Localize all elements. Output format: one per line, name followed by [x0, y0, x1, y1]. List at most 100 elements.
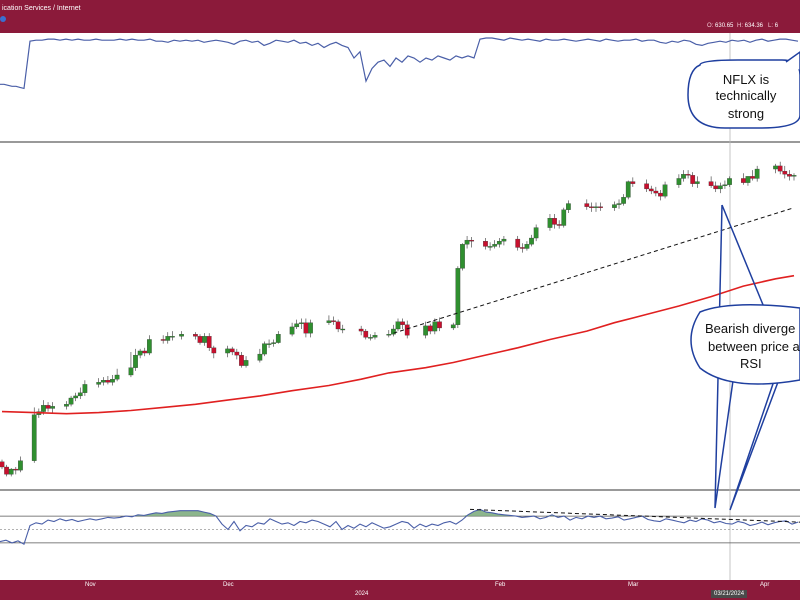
candle [206, 333, 212, 351]
candle [625, 180, 631, 200]
candle-body [791, 175, 797, 177]
candle-body [501, 238, 507, 242]
candle-body [423, 325, 428, 336]
candle-body [363, 330, 369, 338]
chart-title: ication Services / Internet [2, 5, 81, 12]
candle-body [621, 197, 626, 204]
annotation-divergence-line3: RSI [740, 356, 762, 371]
candle-body [658, 192, 663, 197]
candle-body [787, 174, 792, 177]
candle-body [146, 339, 152, 354]
candle-body [193, 334, 198, 337]
candle-body [73, 395, 79, 399]
annotation-divergence-line2: between price a [708, 339, 800, 354]
candle-body [529, 237, 534, 245]
candle-body [740, 178, 746, 183]
candle [197, 334, 203, 345]
candle-body [717, 185, 723, 190]
moving-average-line [1, 274, 795, 415]
candle-body [694, 181, 700, 184]
candle-body [524, 244, 530, 249]
candle-body [257, 353, 263, 361]
candle [694, 176, 700, 188]
candle [750, 170, 755, 181]
candle [298, 318, 304, 329]
candle [100, 377, 106, 386]
candle-body [0, 461, 5, 468]
candle-body [229, 348, 235, 353]
candle [45, 402, 51, 412]
candle [469, 237, 475, 248]
candle-body [133, 354, 138, 368]
candle [621, 194, 626, 206]
candle [400, 318, 405, 329]
candle-body [303, 322, 309, 334]
candle-body [552, 218, 557, 225]
candle-body [584, 203, 590, 207]
candle-body [561, 209, 567, 226]
x-tick-apr: Apr [760, 582, 770, 588]
candle-body [326, 320, 332, 323]
candle-body [782, 170, 788, 175]
candle-body [160, 339, 166, 341]
candle-body [598, 206, 603, 208]
candle-body [487, 246, 493, 248]
candle [593, 202, 599, 212]
candle-body [593, 206, 599, 208]
candle-body [533, 227, 539, 239]
candle [170, 331, 175, 341]
candle-body [450, 324, 456, 329]
ohlc-low: L: 6 [768, 23, 779, 29]
candle-body [179, 334, 184, 337]
candle [708, 176, 714, 188]
candle [584, 199, 590, 210]
candle-body [4, 466, 9, 475]
candle-body [616, 203, 622, 205]
price-candles [0, 161, 797, 477]
candle-body [676, 178, 682, 185]
candle-body [64, 404, 69, 407]
candle [202, 333, 207, 346]
candle [483, 238, 488, 250]
candle-body [644, 183, 650, 190]
candle-body [294, 323, 300, 328]
candle-body [234, 351, 240, 356]
candle [239, 352, 244, 368]
candle [423, 321, 428, 339]
header-bar: ication Services / Internet O: 630.65 H:… [0, 0, 800, 33]
candle [722, 180, 728, 189]
candle [82, 380, 88, 396]
candle-body [556, 224, 562, 226]
candle-body [105, 380, 111, 383]
candle-body [648, 188, 654, 192]
candle [740, 173, 746, 185]
annotation-strong-bubble: NFLX is technically strong [687, 51, 800, 129]
x-tick-feb: Feb [495, 582, 506, 588]
candle-body [142, 350, 148, 354]
candle [566, 200, 571, 213]
candle-body [483, 241, 488, 247]
symbol-indicator-icon[interactable] [0, 16, 6, 22]
candle [303, 318, 309, 338]
x-tick-dec: Dec [223, 582, 234, 588]
candle [73, 392, 79, 402]
candle-body [589, 206, 594, 208]
candle [515, 235, 521, 251]
candle-body [358, 328, 364, 332]
candle [787, 170, 792, 181]
candle-body [13, 468, 19, 471]
candle [243, 356, 249, 368]
candle-body [750, 176, 755, 179]
candle-body [681, 174, 686, 179]
candle-body [662, 184, 668, 197]
candle-body [31, 414, 37, 461]
candle [142, 347, 148, 357]
candle-body [289, 326, 295, 335]
candle [31, 407, 37, 463]
candle-body [340, 328, 346, 331]
candle-body [391, 328, 396, 335]
candle [501, 235, 507, 246]
candle [658, 189, 663, 201]
